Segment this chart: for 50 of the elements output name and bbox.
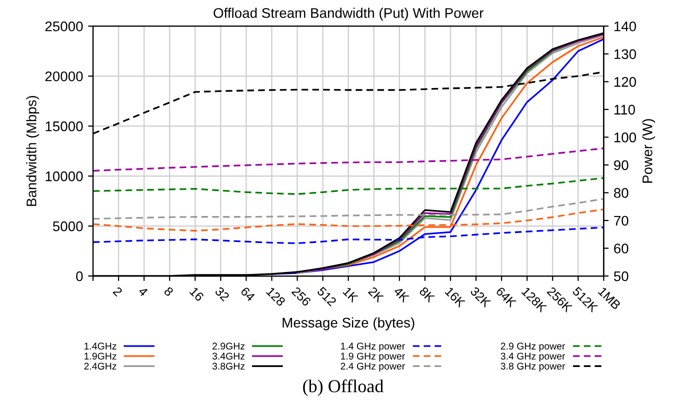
y2-tick-label: 50 xyxy=(614,271,628,282)
x-tick-label: 64 xyxy=(240,286,256,302)
y-axis-title: Bandwidth (Mbps) xyxy=(26,96,40,206)
y2-tick-label: 90 xyxy=(614,160,628,170)
legend-label: 1.4 GHz power xyxy=(341,342,405,352)
legend-label: 1.9 GHz power xyxy=(341,352,405,362)
text: (b) Offload xyxy=(303,379,384,396)
x-tick-label: 2 xyxy=(112,286,123,297)
y-tick-label: 15000 xyxy=(46,121,83,132)
x-tick-label: 16K xyxy=(444,286,466,308)
x-tick-label: 4K xyxy=(393,286,410,303)
y-tick-label: 5000 xyxy=(52,221,83,232)
y-tick-label: 0 xyxy=(76,271,83,282)
y2-tick-label: 80 xyxy=(614,188,628,198)
x-tick-label: 128 xyxy=(266,286,286,307)
x-tick-label: 1K xyxy=(342,286,359,303)
x-tick-label: 4 xyxy=(138,286,148,297)
y2-tick-label: 110 xyxy=(614,104,636,115)
x-tick-label: 8 xyxy=(164,286,174,297)
x-tick-label: 1MB xyxy=(598,286,622,310)
y-tick-label: 20000 xyxy=(45,71,83,82)
legend-label: 3.4GHz xyxy=(212,352,245,360)
legend-label: 3.4 GHz power xyxy=(500,352,566,362)
y2-tick-label: 100 xyxy=(614,132,636,142)
x-tick-label: 16 xyxy=(189,286,204,302)
legend-label: 2.4GHz xyxy=(84,362,116,370)
x-tick-label: 512 xyxy=(316,286,337,307)
x-tick-label: 8K xyxy=(418,286,436,303)
y2-tick-label: 60 xyxy=(614,244,628,254)
y2-tick-label: 140 xyxy=(614,21,636,32)
y-tick-label: 10000 xyxy=(46,171,83,182)
x-tick-label: 64K xyxy=(496,286,517,308)
x-tick-label: 256 xyxy=(291,286,312,307)
y2-axis-title: Power (W) xyxy=(642,119,656,183)
x-axis-title: Message Size (bytes) xyxy=(282,317,414,330)
legend-label: 2.9GHz xyxy=(212,342,245,350)
x-tick-label: 32K xyxy=(470,286,492,308)
chart-title: Offload Stream Bandwidth (Put) With Power xyxy=(214,8,484,21)
legend-label: 2.9 GHz power xyxy=(500,342,566,352)
y-tick-label: 25000 xyxy=(45,21,83,32)
x-tick-label: 32 xyxy=(214,286,230,302)
y2-tick-label: 130 xyxy=(614,49,636,60)
legend-label: 1.9GHz xyxy=(84,352,116,360)
legend-label: 2.4 GHz power xyxy=(340,362,405,372)
x-tick-label: 2K xyxy=(368,286,384,303)
legend-label: 1.4GHz xyxy=(84,342,116,350)
y2-tick-label: 120 xyxy=(614,76,636,87)
legend-label: 3.8 GHz power xyxy=(500,362,566,372)
y2-tick-label: 70 xyxy=(614,216,628,226)
legend-label: 3.8GHz xyxy=(212,362,245,370)
